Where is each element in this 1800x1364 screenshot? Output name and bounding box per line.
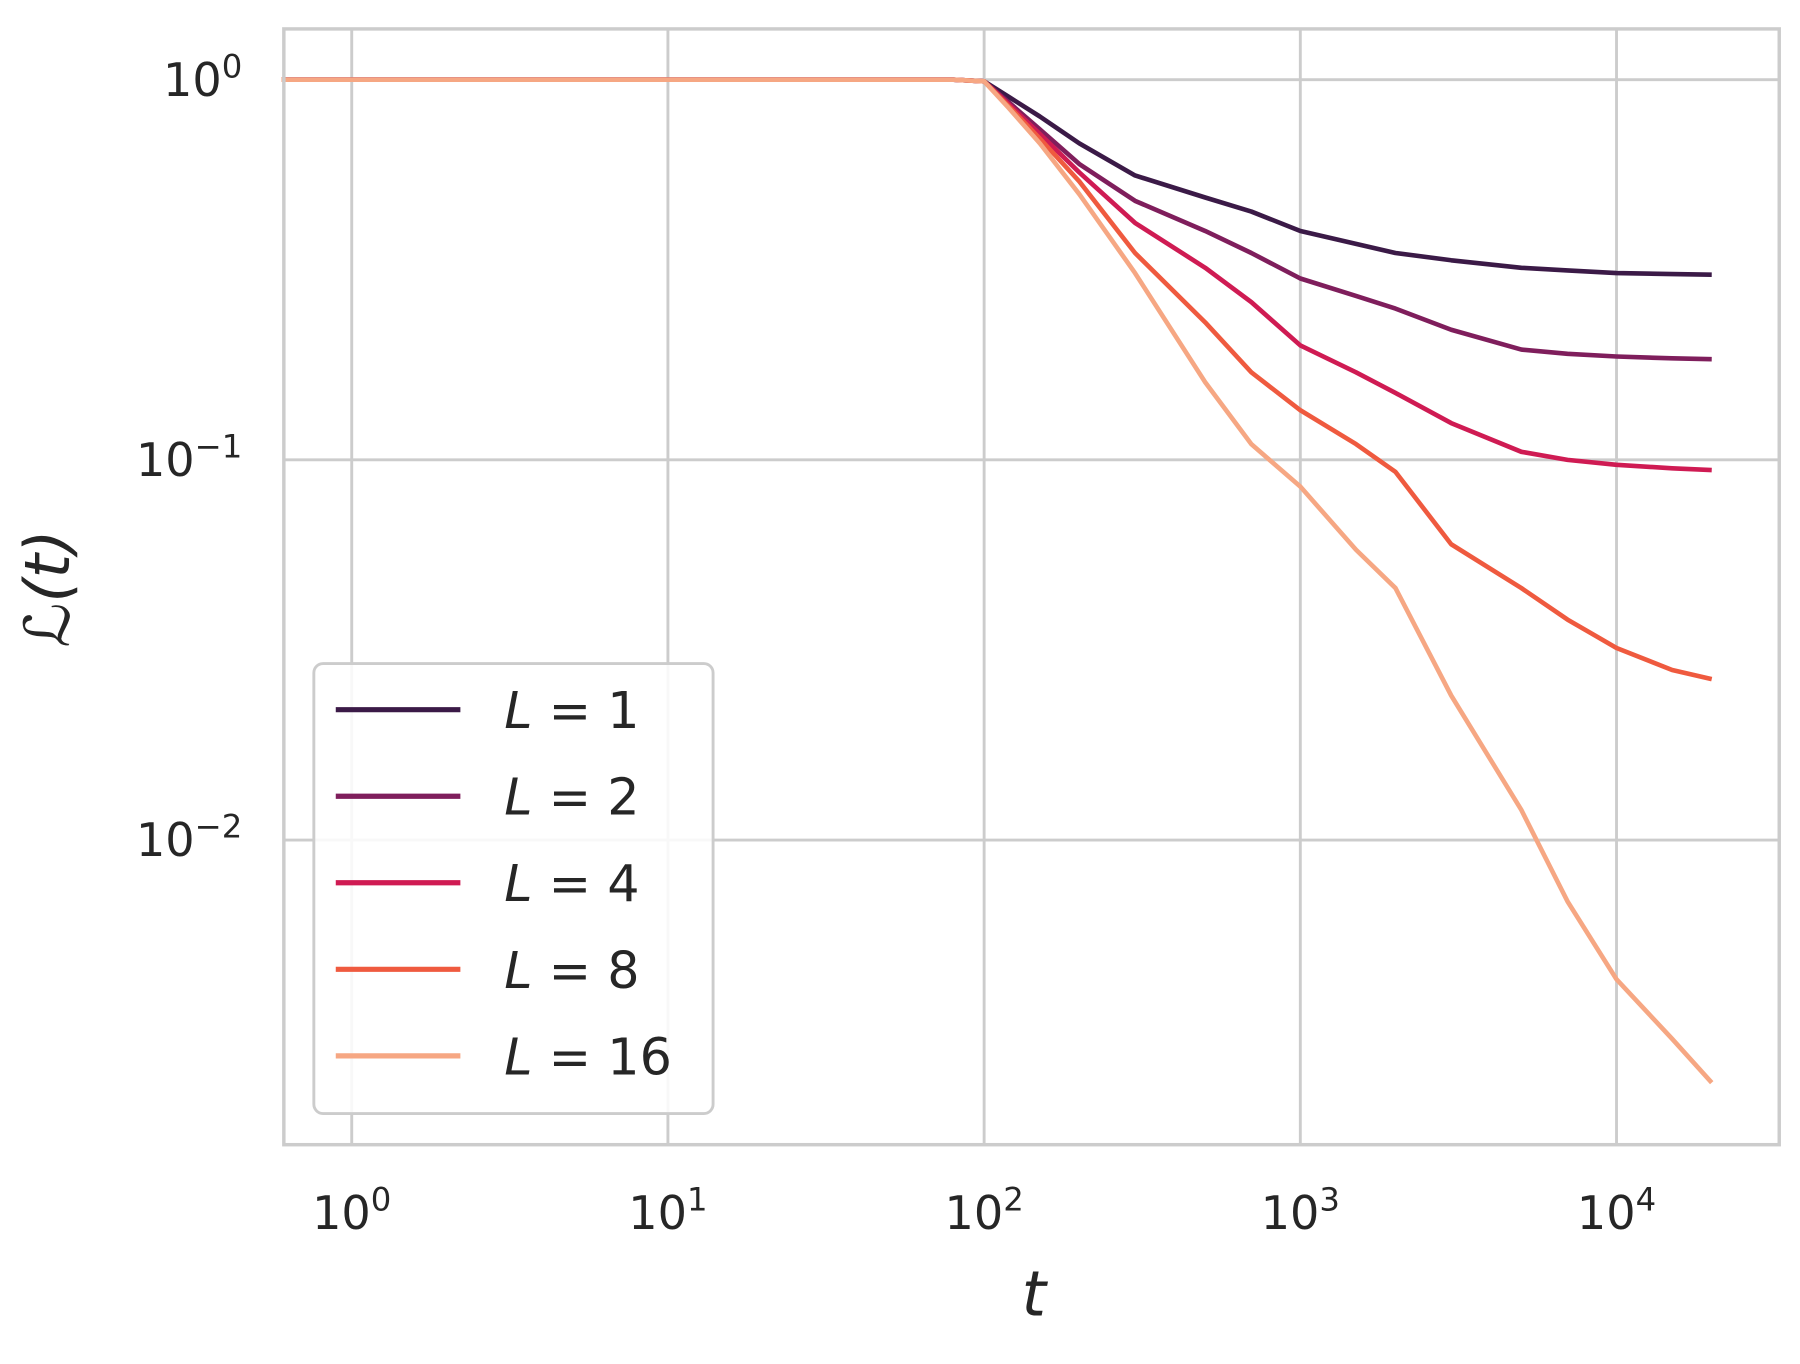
y-tick-label: 10−1 (136, 428, 242, 487)
series-line-L16 (281, 77, 1714, 1085)
x-tick-labels: 100 101 102 103 104 (312, 1180, 1656, 1239)
y-tick-label: 10−2 (136, 808, 242, 867)
series-line-L2 (281, 77, 1712, 362)
legend: L = 1 L = 2 L = 4 L = 8 L = 16 (312, 662, 715, 1115)
legend-label: L = 16 (504, 1027, 672, 1086)
x-tick-label: 102 (944, 1180, 1023, 1239)
series-line-L8 (281, 77, 1713, 682)
legend-box (312, 662, 715, 1115)
series-line-L1 (281, 77, 1712, 277)
x-tick-label: 103 (1261, 1180, 1340, 1239)
plot-frame (282, 27, 1781, 1147)
y-tick-labels: 100 10−1 10−2 (136, 47, 242, 867)
legend-label: L = 2 (504, 768, 639, 827)
legend-label: L = 8 (504, 941, 639, 1000)
series-lines (281, 77, 1714, 1085)
legend-label: L = 4 (504, 854, 639, 913)
x-axis-label: t (1022, 1257, 1049, 1330)
series-line-L4 (281, 77, 1712, 473)
y-tick-label: 100 (163, 47, 242, 106)
x-tick-label: 101 (628, 1180, 707, 1239)
legend-label: L = 1 (504, 681, 639, 740)
x-tick-label: 104 (1577, 1180, 1656, 1239)
y-axis-label: ℒ(t) (11, 530, 84, 648)
x-tick-label: 100 (312, 1180, 391, 1239)
